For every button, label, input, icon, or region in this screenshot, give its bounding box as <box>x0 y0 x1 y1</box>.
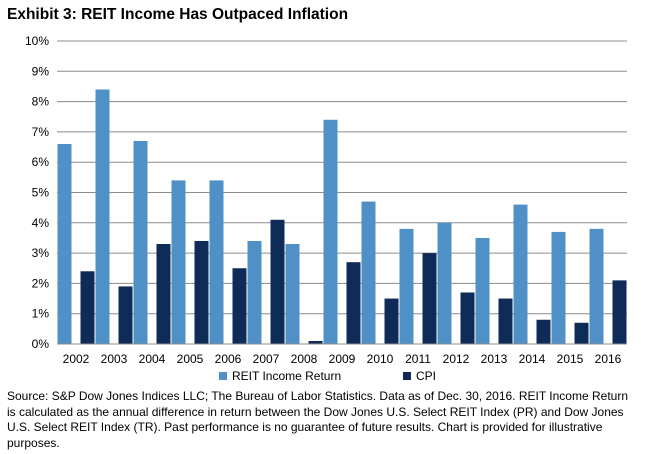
y-tick-label: 6% <box>32 155 50 169</box>
bar-cpi <box>612 280 627 344</box>
y-tick-label: 4% <box>32 216 50 230</box>
legend: REIT Income Return CPI <box>0 369 646 387</box>
x-tick-label: 2011 <box>405 352 431 366</box>
bar-reit-income-return <box>589 228 604 344</box>
x-tick-label: 2007 <box>253 352 280 366</box>
bar-reit-income-return <box>285 244 300 344</box>
source-note: Source: S&P Dow Jones Indices LLC; The B… <box>7 389 628 450</box>
bar-reit-income-return <box>133 140 148 344</box>
bar-chart: 0% 1% 2% 3% 4% 5% 6% 7% 8% 9% 10% 2002 2003 2004 2005… <box>25 34 627 366</box>
y-tick-label: 0% <box>32 337 50 351</box>
bar-cpi <box>422 253 437 344</box>
x-tick-label: 2014 <box>519 352 546 366</box>
gridlines <box>57 40 627 315</box>
bar-reit-income-return <box>551 231 566 344</box>
x-tick-label: 2008 <box>291 352 318 366</box>
y-axis-labels: 0% 1% 2% 3% 4% 5% 6% 7% 8% 9% 10% <box>25 34 49 351</box>
bar-reit-income-return <box>437 222 452 344</box>
x-tick-label: 2009 <box>329 352 356 366</box>
legend-label-cpi: CPI <box>416 369 437 383</box>
x-tick-label: 2003 <box>101 352 128 366</box>
bar-cpi <box>194 240 209 344</box>
bar-reit-income-return <box>57 144 72 344</box>
x-tick-label: 2013 <box>481 352 508 366</box>
x-tick-label: 2002 <box>63 352 90 366</box>
x-tick-label: 2005 <box>177 352 204 366</box>
y-tick-label: 5% <box>32 186 50 200</box>
bar-cpi <box>460 292 475 344</box>
legend-swatch-reit <box>219 372 227 380</box>
bar-cpi <box>80 271 95 344</box>
bar-cpi <box>384 298 399 344</box>
x-tick-label: 2006 <box>215 352 242 366</box>
bar-cpi <box>156 244 171 344</box>
x-axis-labels: 2002 2003 2004 2005 2006 2007 2008 2009 2010 2011… <box>63 352 622 366</box>
bar-reit-income-return <box>171 180 186 344</box>
bar-cpi <box>308 340 323 344</box>
bar-cpi <box>498 298 513 344</box>
bar-reit-income-return <box>95 89 110 344</box>
bar-cpi <box>270 219 285 344</box>
bar-cpi <box>118 286 133 344</box>
bar-cpi <box>574 322 589 344</box>
bar-reit-income-return <box>361 201 376 344</box>
legend-swatch-cpi <box>403 372 411 380</box>
bar-reit-income-return <box>513 204 528 344</box>
bar-reit-income-return <box>247 240 262 344</box>
y-tick-label: 9% <box>32 64 50 78</box>
legend-item-cpi: CPI <box>403 369 436 383</box>
bar-reit-income-return <box>475 237 490 344</box>
y-tick-label: 3% <box>32 246 50 260</box>
legend-item-reit: REIT Income Return <box>219 369 341 383</box>
bar-cpi <box>346 262 361 344</box>
x-tick-label: 2010 <box>367 352 394 366</box>
x-tick-label: 2004 <box>139 352 166 366</box>
y-tick-label: 7% <box>32 125 50 139</box>
bar-reit-income-return <box>323 119 338 344</box>
chart-title: Exhibit 3: REIT Income Has Outpaced Infl… <box>7 6 349 23</box>
x-tick-label: 2015 <box>557 352 584 366</box>
legend-label-reit: REIT Income Return <box>232 369 342 383</box>
bars <box>57 89 627 344</box>
y-tick-label: 8% <box>32 95 50 109</box>
x-tick-label: 2012 <box>443 352 470 366</box>
y-tick-label: 10% <box>25 34 49 48</box>
x-tick-label: 2016 <box>595 352 622 366</box>
y-tick-label: 2% <box>32 276 50 290</box>
bar-reit-income-return <box>209 180 224 344</box>
bar-cpi <box>232 268 247 344</box>
bar-cpi <box>536 319 551 344</box>
bar-reit-income-return <box>399 228 414 344</box>
y-tick-label: 1% <box>32 307 50 321</box>
